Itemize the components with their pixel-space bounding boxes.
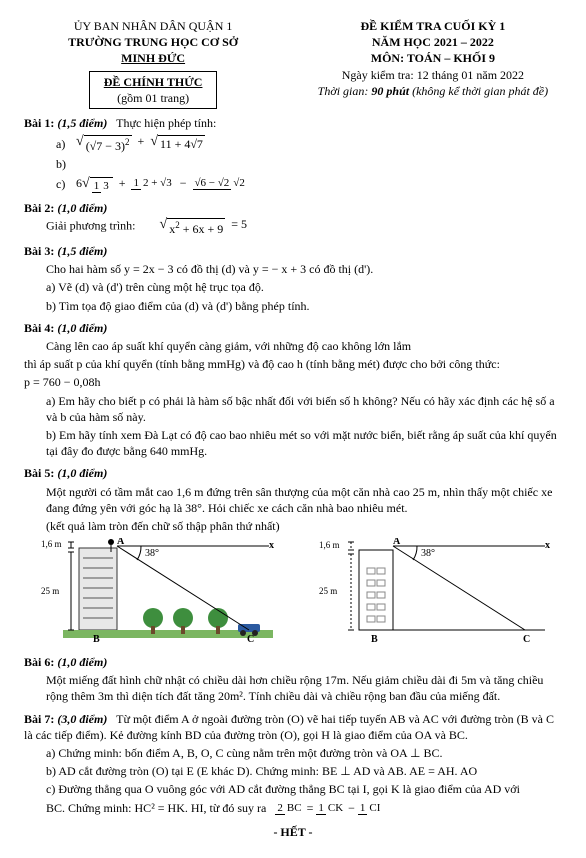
bai1-c-expr: 6√13 + 12 + √3 − √6 − √2√2	[76, 175, 247, 194]
bai7-title: Bài 7:	[24, 712, 54, 726]
bai7-c-text: BC. Chứng minh: HC² = HK. HI, từ đó suy …	[46, 801, 266, 815]
fig-left-h2: 25 m	[41, 586, 59, 596]
bai2-title: Bài 2:	[24, 201, 54, 215]
fig-right-C: C	[523, 634, 530, 645]
duration: Thời gian: 90 phút (không kể thời gian p…	[304, 83, 562, 99]
bai1-b-label: b)	[56, 156, 76, 172]
bai6-pts: (1,0 điểm)	[57, 655, 107, 669]
bai1-c-label: c)	[56, 176, 76, 192]
fig-right-h2: 25 m	[319, 586, 337, 596]
bai6-body: Một miếng đất hình chữ nhật có chiều dài…	[24, 672, 562, 704]
school-line1: TRƯỜNG TRUNG HỌC CƠ SỞ	[24, 34, 282, 50]
bai2: Bài 2: (1,0 điểm) Giải phương trình: √x2…	[24, 200, 562, 237]
official-box: ĐỀ CHÍNH THỨC (gồm 01 trang)	[89, 71, 218, 109]
bai3-b: b) Tìm tọa độ giao điểm của (d) và (d') …	[46, 298, 562, 314]
bai4-line3: p = 760 − 0,08h	[24, 374, 562, 390]
committee: ỦY BAN NHÂN DÂN QUẬN 1	[24, 18, 282, 34]
bai1-a-label: a)	[56, 136, 76, 152]
official-sub: (gồm 01 trang)	[104, 90, 203, 106]
bai4-line2: thì áp suất p của khí quyển (tính bằng m…	[24, 356, 562, 372]
bai3-pts: (1,5 điểm)	[57, 244, 107, 258]
bai3-title: Bài 3:	[24, 244, 54, 258]
bai4-pts: (1,0 điểm)	[57, 321, 107, 335]
bai4-line1: Càng lên cao áp suất khí quyển càng giảm…	[46, 338, 562, 354]
het: - HẾT -	[24, 824, 562, 840]
fig-left-C: C	[247, 634, 254, 645]
duration-value: 90 phút	[371, 84, 409, 98]
bai7-b: b) AD cắt đường tròn (O) tại E (E khác D…	[46, 763, 562, 779]
fig-left-angle: 38°	[145, 548, 159, 559]
bai3-a: a) Vẽ (d) và (d') trên cùng một hệ trục …	[46, 279, 562, 295]
figure-right: 38° 1,6 m 25 m A x B C	[319, 538, 550, 645]
exam-title: ĐỀ KIỂM TRA CUỐI KỲ 1	[304, 18, 562, 34]
bai6-title: Bài 6:	[24, 655, 54, 669]
bai6: Bài 6: (1,0 điểm) Một miếng đất hình chữ…	[24, 654, 562, 705]
bai1-pts: (1,5 điểm)	[57, 116, 107, 130]
fig-left-h1: 1,6 m	[41, 539, 62, 549]
bai4-b: b) Em hãy tính xem Đà Lạt có độ cao bao …	[46, 427, 562, 459]
bai5-figures: 38° 1,6 m 25 m A x B C	[33, 538, 553, 648]
bai7-c-lead: c) Đường thẳng qua O vuông góc với AD cắ…	[46, 781, 562, 797]
bai3-body: Cho hai hàm số y = 2x − 3 có đồ thị (d) …	[24, 261, 562, 314]
bai2-pts: (1,0 điểm)	[57, 201, 107, 215]
bai1-a: a) √(√7 − 3)2 + √11 + 4√7	[24, 133, 562, 154]
bai7: Bài 7: (3,0 điểm) Từ một điểm A ở ngoài …	[24, 711, 562, 816]
exam-date: Ngày kiểm tra: 12 tháng 01 năm 2022	[304, 67, 562, 83]
bai3-line1: Cho hai hàm số y = 2x − 3 có đồ thị (d) …	[46, 261, 562, 277]
bai1-prompt: Thực hiện phép tính:	[116, 116, 216, 130]
fig-right-h1: 1,6 m	[319, 540, 340, 550]
bai5-title: Bài 5:	[24, 466, 54, 480]
bai1-c: c) 6√13 + 12 + √3 − √6 − √2√2	[24, 175, 562, 194]
fig-right-A: A	[393, 538, 401, 547]
bai3: Bài 3: (1,5 điểm) Cho hai hàm số y = 2x …	[24, 243, 562, 314]
fig-right-x: x	[545, 540, 550, 551]
bai7-c-line2: BC. Chứng minh: HC² = HK. HI, từ đó suy …	[46, 800, 562, 816]
bai4-body: Càng lên cao áp suất khí quyển càng giảm…	[24, 338, 562, 459]
fig-left-B: B	[93, 634, 100, 645]
school-line2: MINH ĐỨC	[24, 50, 282, 66]
bai7-pts: (3,0 điểm)	[57, 712, 107, 726]
bai5: Bài 5: (1,0 điểm) Một người có tầm mắt c…	[24, 465, 562, 648]
fig-right-B: B	[371, 634, 378, 645]
bai1: Bài 1: (1,5 điểm) Thực hiện phép tính: a…	[24, 115, 562, 194]
duration-label: Thời gian:	[318, 84, 369, 98]
bai4-a: a) Em hãy cho biết p có phải là hàm số b…	[46, 393, 562, 425]
bai2-prompt: Giải phương trình:	[46, 218, 136, 232]
bai5-line1: Một người có tầm mắt cao 1,6 m đứng trên…	[46, 484, 562, 516]
bai4-title: Bài 4:	[24, 321, 54, 335]
year: NĂM HỌC 2021 – 2022	[304, 34, 562, 50]
bai6-line1: Một miếng đất hình chữ nhật có chiều dài…	[46, 672, 562, 704]
bai1-a-expr: √(√7 − 3)2 + √11 + 4√7	[76, 133, 205, 154]
bai2-body: Giải phương trình: √x2 + 6x + 9 = 5	[24, 216, 562, 237]
bai5-line2: (kết quả làm tròn đến chữ số thập phân t…	[46, 518, 562, 534]
bai1-b: b)	[24, 156, 562, 172]
header-left: ỦY BAN NHÂN DÂN QUẬN 1 TRƯỜNG TRUNG HỌC …	[24, 18, 282, 109]
fig-right-angle: 38°	[421, 548, 435, 559]
fig-left-x: x	[269, 540, 274, 551]
bai5-pts: (1,0 điểm)	[57, 466, 107, 480]
official-main: ĐỀ CHÍNH THỨC	[104, 74, 203, 90]
bai7-body: a) Chứng minh: bốn điểm A, B, O, C cùng …	[24, 745, 562, 816]
header: ỦY BAN NHÂN DÂN QUẬN 1 TRƯỜNG TRUNG HỌC …	[24, 18, 562, 109]
header-right: ĐỀ KIỂM TRA CUỐI KỲ 1 NĂM HỌC 2021 – 202…	[304, 18, 562, 109]
bai2-expr: √x2 + 6x + 9 = 5	[160, 217, 248, 231]
subject: MÔN: TOÁN – KHỐI 9	[304, 50, 562, 66]
bai7-a: a) Chứng minh: bốn điểm A, B, O, C cùng …	[46, 745, 562, 761]
bai1-title: Bài 1:	[24, 116, 54, 130]
bai5-body: Một người có tầm mắt cao 1,6 m đứng trên…	[24, 484, 562, 535]
fig-left-A: A	[117, 538, 125, 547]
figure-left: 38° 1,6 m 25 m A x B C	[41, 538, 274, 645]
duration-note: (không kể thời gian phát đề)	[412, 84, 548, 98]
bai4: Bài 4: (1,0 điểm) Càng lên cao áp suất k…	[24, 320, 562, 460]
